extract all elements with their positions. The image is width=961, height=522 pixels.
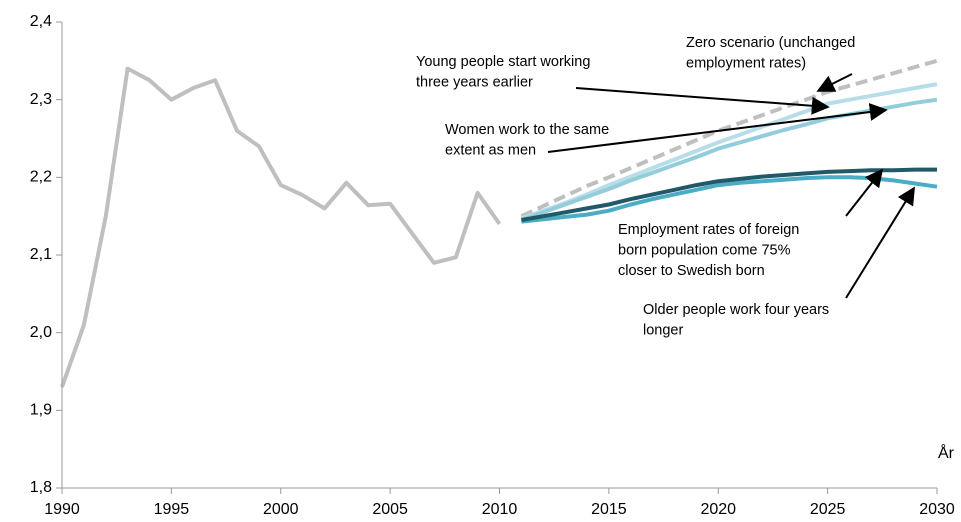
x-tick-label: 1990 bbox=[44, 501, 80, 518]
annotation: Older people work four years bbox=[643, 302, 829, 318]
y-tick-label: 2,4 bbox=[30, 13, 52, 30]
arrow bbox=[845, 186, 915, 299]
arrow bbox=[575, 87, 830, 115]
annotation: longer bbox=[643, 322, 683, 338]
series-line bbox=[520, 97, 938, 222]
axes: 1,8 1,9 2,0 2,1 2,2 2,3 2,4 1990 1995 2000 2005 201… bbox=[30, 13, 955, 518]
x-tick-label: 2020 bbox=[700, 501, 736, 518]
arrows bbox=[547, 73, 915, 299]
y-tick-label: 1,8 bbox=[30, 479, 52, 496]
annotation: closer to Swedish born bbox=[618, 263, 765, 279]
arrow bbox=[547, 103, 888, 153]
x-tick-label: 2015 bbox=[591, 501, 627, 518]
annotation: Employment rates of foreign bbox=[618, 222, 799, 238]
y-tick-label: 2,1 bbox=[30, 246, 52, 263]
x-tick-label: 2005 bbox=[372, 501, 408, 518]
lines bbox=[60, 58, 938, 388]
arrow bbox=[845, 168, 884, 217]
arrow bbox=[816, 73, 853, 92]
x-tick-label: 2025 bbox=[810, 501, 846, 518]
annotations: Zero scenario (unchanged employment rates… bbox=[416, 35, 855, 339]
x-tick-label: 2030 bbox=[919, 501, 955, 518]
y-tick-label: 2,3 bbox=[30, 91, 52, 108]
series-line bbox=[60, 66, 502, 388]
y-tick-label: 2,2 bbox=[30, 169, 52, 186]
annotation: employment rates) bbox=[686, 55, 806, 71]
annotation: Young people start working bbox=[416, 54, 590, 70]
y-tick-label: 2,0 bbox=[30, 324, 52, 341]
x-axis-label: År bbox=[938, 443, 955, 462]
x-tick-label: 2010 bbox=[482, 501, 518, 518]
x-tick-label: 2000 bbox=[263, 501, 299, 518]
series-line bbox=[520, 58, 938, 219]
annotation: three years earlier bbox=[416, 74, 533, 90]
annotation: extent as men bbox=[445, 142, 536, 158]
y-tick-label: 1,9 bbox=[30, 402, 52, 419]
annotation: Zero scenario (unchanged bbox=[686, 35, 855, 51]
x-tick-label: 1995 bbox=[154, 501, 190, 518]
annotation: born population come 75% bbox=[618, 242, 791, 258]
series-line bbox=[520, 82, 938, 221]
annotation: Women work to the same bbox=[445, 122, 609, 138]
